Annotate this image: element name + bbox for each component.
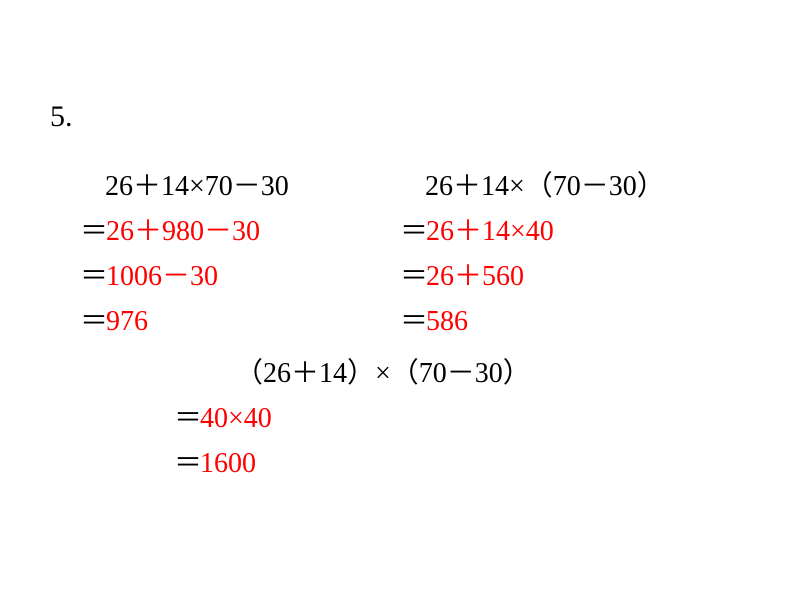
equals-sign: ＝ (174, 442, 200, 487)
step-line: ＝ 1600 (174, 442, 272, 487)
step-line: ＝ 1006－30 (80, 255, 260, 300)
bottom-expression: （26＋14）×（70－30） (235, 352, 531, 397)
problem-number: 5. (50, 100, 73, 134)
step-line: ＝ 40×40 (174, 397, 272, 442)
step-value: 976 (106, 300, 148, 345)
step-value: 26＋980－30 (106, 210, 260, 255)
bottom-steps: ＝ 40×40 ＝ 1600 (174, 397, 272, 487)
equals-sign: ＝ (400, 300, 426, 345)
equals-sign: ＝ (400, 255, 426, 300)
equals-sign: ＝ (400, 210, 426, 255)
step-line: ＝ 26＋560 (400, 255, 554, 300)
step-value: 1006－30 (106, 255, 218, 300)
expression-text: （26＋14）×（70－30） (235, 358, 531, 389)
step-line: ＝ 26＋980－30 (80, 210, 260, 255)
step-line: ＝ 26＋14×40 (400, 210, 554, 255)
step-line: ＝ 586 (400, 300, 554, 345)
step-value: 40×40 (200, 397, 272, 442)
equals-sign: ＝ (174, 397, 200, 442)
equals-sign: ＝ (80, 300, 106, 345)
equals-sign: ＝ (80, 255, 106, 300)
equals-sign: ＝ (80, 210, 106, 255)
right-steps: ＝ 26＋14×40 ＝ 26＋560 ＝ 586 (400, 165, 554, 344)
step-value: 1600 (200, 442, 256, 487)
step-value: 586 (426, 300, 468, 345)
left-steps: ＝ 26＋980－30 ＝ 1006－30 ＝ 976 (80, 165, 260, 344)
step-value: 26＋560 (426, 255, 524, 300)
step-line: ＝ 976 (80, 300, 260, 345)
step-value: 26＋14×40 (426, 210, 554, 255)
